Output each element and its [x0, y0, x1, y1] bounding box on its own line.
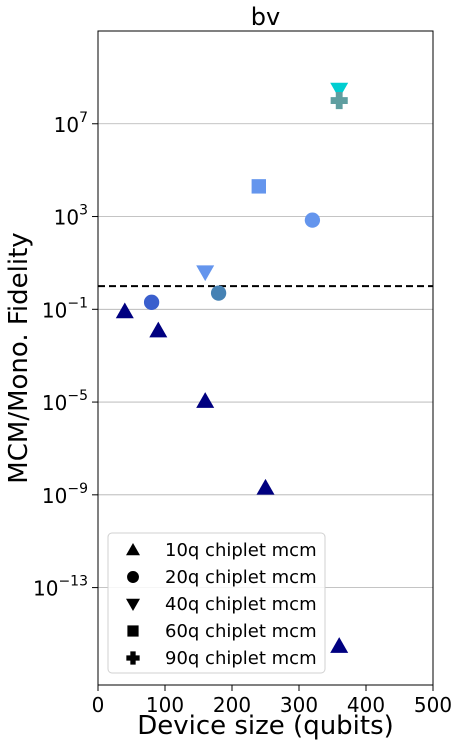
y-tick-label-base: 10 [54, 113, 79, 137]
legend: 10q chiplet mcm 20q chiplet mcm 40q chiple… [107, 532, 326, 674]
x-axis-ticks: 0 100 200 300 400 500 [92, 685, 452, 717]
plot-frame [97, 30, 434, 686]
data-point-triangle-down [330, 82, 349, 99]
data-point-triangle-down [196, 265, 215, 282]
legend-box [107, 532, 326, 674]
y-tick-label: 10−13 [33, 574, 88, 601]
y-tick-label: 10−9 [42, 481, 88, 508]
y-tick-label: 107 [54, 110, 88, 137]
legend-marker-triangle-down [126, 598, 140, 611]
y-tick-label: 10−1 [42, 295, 88, 322]
legend-marker-square [127, 625, 139, 637]
legend-item: 60q chiplet mcm [127, 621, 317, 642]
data-point-triangle-up [115, 302, 134, 319]
legend-label: 60q chiplet mcm [165, 621, 317, 642]
legend-marker-plus [126, 651, 140, 665]
y-tick-label-exponent: −5 [67, 388, 88, 404]
y-tick-label-base: 10 [33, 577, 58, 601]
legend-label: 20q chiplet mcm [165, 567, 317, 588]
legend-label: 90q chiplet mcm [165, 648, 317, 669]
data-point-triangle-up [149, 321, 168, 338]
data-points-layer [115, 82, 349, 653]
x-tick-label: 300 [280, 693, 318, 717]
data-point-circle [210, 285, 227, 301]
x-tick-label: 100 [146, 693, 184, 717]
y-tick-label-exponent: −13 [58, 574, 88, 590]
y-tick-label-base: 10 [54, 206, 79, 230]
legend-label: 40q chiplet mcm [165, 594, 317, 615]
x-tick-label: 200 [213, 693, 251, 717]
data-point-triangle-up [196, 392, 215, 408]
legend-marker-circle [127, 571, 139, 583]
x-axis-title: Device size (qubits) [137, 711, 394, 741]
y-tick-label-base: 10 [42, 298, 67, 322]
legend-label: 10q chiplet mcm [165, 540, 317, 561]
legend-item: 20q chiplet mcm [127, 567, 317, 588]
y-axis-title: MCM/Mono. Fidelity [4, 232, 34, 483]
data-point-circle [143, 294, 160, 310]
x-tick-label: 500 [414, 693, 452, 717]
data-point-plus [330, 92, 348, 110]
data-point-triangle-up [256, 478, 275, 495]
x-tick-label: 400 [347, 693, 385, 717]
legend-item: 40q chiplet mcm [126, 594, 317, 615]
chart-title: bv [251, 3, 280, 31]
x-tick-label: 0 [92, 693, 105, 717]
legend-item: 90q chiplet mcm [126, 648, 317, 669]
y-tick-label-exponent: 3 [79, 203, 88, 219]
y-tick-label: 10−5 [42, 388, 88, 415]
legend-item: 10q chiplet mcm [126, 540, 317, 561]
data-point-square [251, 179, 266, 194]
legend-marker-triangle-up [126, 543, 140, 556]
y-tick-label-exponent: −1 [67, 295, 88, 311]
y-tick-label-exponent: −9 [67, 481, 88, 497]
y-tick-label-exponent: 7 [79, 110, 88, 126]
y-tick-label-base: 10 [42, 484, 67, 508]
data-point-circle [304, 212, 321, 228]
data-point-triangle-up [330, 637, 349, 653]
y-tick-label: 103 [54, 203, 88, 230]
y-tick-label-base: 10 [42, 391, 67, 415]
